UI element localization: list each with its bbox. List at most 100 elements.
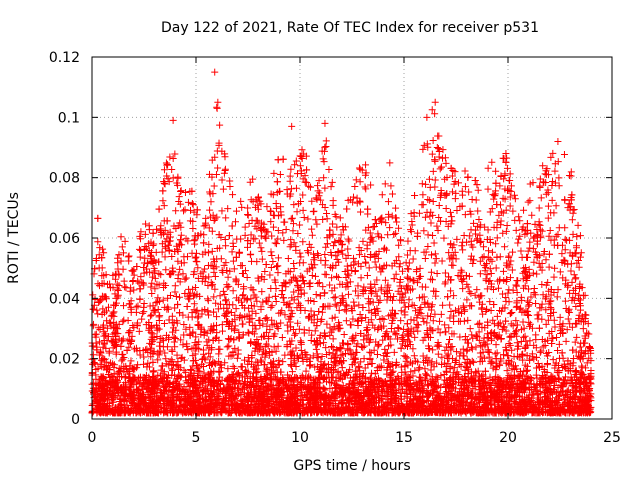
data-point	[245, 219, 253, 227]
data-point	[296, 162, 304, 170]
data-point	[280, 236, 288, 244]
data-point	[160, 166, 168, 174]
data-point	[119, 355, 127, 363]
data-point	[201, 278, 209, 286]
data-point	[458, 268, 466, 276]
data-point	[164, 175, 172, 183]
data-point	[243, 273, 251, 281]
data-point	[355, 301, 363, 309]
data-point	[579, 292, 587, 300]
data-point	[211, 285, 219, 293]
data-point	[480, 253, 488, 261]
data-point	[529, 269, 537, 277]
data-point	[163, 161, 171, 169]
data-point	[210, 217, 218, 225]
data-point	[395, 224, 403, 232]
data-point	[141, 230, 149, 238]
data-point	[442, 204, 450, 212]
data-point	[467, 237, 475, 245]
data-point	[274, 226, 282, 234]
data-point	[392, 214, 399, 222]
data-point	[461, 167, 469, 175]
data-point	[451, 178, 459, 185]
data-point	[336, 214, 344, 222]
data-point	[327, 183, 335, 191]
data-point	[244, 211, 252, 219]
data-point	[501, 195, 509, 203]
data-point	[274, 254, 282, 262]
data-point	[100, 328, 108, 336]
data-point	[89, 322, 97, 330]
data-point	[166, 153, 174, 161]
data-point	[453, 207, 461, 215]
data-point	[190, 300, 198, 308]
data-point	[270, 343, 278, 351]
data-point	[274, 324, 282, 332]
data-point	[253, 217, 261, 225]
data-point	[110, 319, 118, 327]
data-point	[374, 230, 382, 238]
data-point	[553, 334, 561, 342]
data-point	[212, 170, 220, 178]
data-point	[390, 293, 398, 301]
data-point	[452, 348, 460, 356]
data-point	[155, 313, 163, 321]
data-point	[438, 361, 446, 369]
data-point	[357, 208, 365, 216]
data-point	[502, 227, 510, 235]
data-point	[307, 307, 315, 315]
data-point	[273, 240, 281, 248]
data-point	[359, 290, 367, 298]
data-point	[357, 274, 365, 282]
data-point	[491, 350, 499, 358]
data-point	[476, 231, 484, 239]
data-point	[253, 258, 261, 266]
data-point	[321, 184, 329, 192]
data-point	[546, 226, 554, 234]
data-point	[419, 191, 427, 199]
data-point	[396, 260, 404, 268]
data-point	[100, 272, 108, 280]
data-point	[161, 238, 169, 246]
data-point	[96, 244, 104, 252]
data-point	[466, 207, 474, 215]
data-point	[493, 349, 501, 357]
data-point	[543, 165, 551, 173]
data-point	[587, 367, 595, 375]
data-point	[472, 332, 480, 340]
data-point	[469, 243, 477, 251]
data-point	[198, 355, 206, 363]
data-point	[400, 325, 408, 333]
data-point	[157, 366, 165, 374]
data-point	[429, 317, 437, 325]
data-point	[417, 309, 425, 317]
data-point	[490, 195, 498, 203]
data-point	[160, 283, 168, 291]
data-point	[225, 342, 233, 350]
data-point	[219, 268, 227, 276]
data-point	[355, 362, 363, 370]
data-point	[149, 349, 157, 357]
data-point	[254, 274, 262, 282]
data-point	[509, 248, 517, 256]
data-point	[395, 253, 403, 261]
data-point	[415, 209, 423, 217]
data-point	[422, 370, 430, 378]
data-point	[313, 350, 321, 358]
data-point	[294, 283, 302, 291]
data-point	[542, 306, 550, 314]
data-point	[151, 274, 159, 282]
data-point	[442, 367, 450, 375]
data-point	[573, 333, 581, 341]
data-point	[437, 372, 445, 380]
data-point	[437, 310, 445, 318]
data-point	[468, 331, 476, 339]
data-point	[268, 360, 276, 368]
data-point	[447, 346, 455, 354]
data-point	[362, 314, 370, 322]
data-point	[434, 227, 442, 235]
data-point	[292, 157, 300, 165]
data-point	[468, 195, 476, 203]
data-point	[560, 150, 568, 158]
data-point	[109, 309, 117, 317]
